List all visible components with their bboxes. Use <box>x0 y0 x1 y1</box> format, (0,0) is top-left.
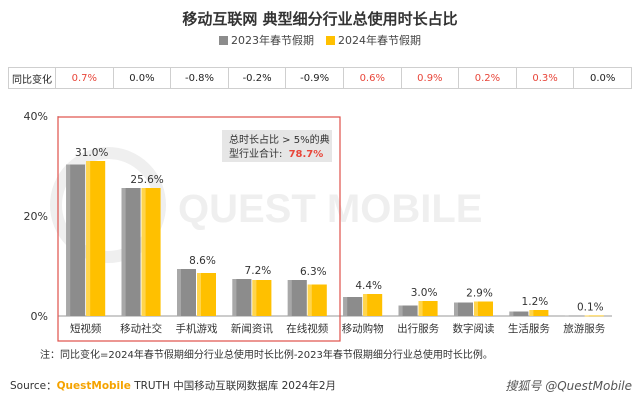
bar-2024 <box>474 301 493 316</box>
data-label: 8.6% <box>189 255 216 267</box>
source-line: Source：QuestMobile TRUTH 中国移动互联网数据库 2024… <box>10 378 336 393</box>
bar-2024-shade <box>363 294 368 316</box>
legend-item-2024: 2024年春节假期 <box>326 32 421 48</box>
data-label: 2.9% <box>466 288 493 300</box>
x-tick-label: 生活服务 <box>508 322 550 335</box>
legend-swatch-2024 <box>326 35 335 45</box>
callout-highlight: 78.7% <box>289 149 324 160</box>
x-tick-label: 移动社交 <box>120 322 162 335</box>
chart-title: 移动互联网 典型细分行业总使用时长占比 <box>182 10 458 28</box>
data-label: 4.4% <box>355 280 382 292</box>
data-label: 3.0% <box>411 287 438 299</box>
yoy-change-cell: 0.2% <box>458 67 517 89</box>
x-tick-label: 移动购物 <box>342 322 384 335</box>
bar-2024-shade <box>418 301 423 316</box>
y-tick-label: 40% <box>24 110 48 123</box>
legend-label-2023: 2023年春节假期 <box>231 34 314 47</box>
x-tick-label: 新闻资讯 <box>231 322 273 335</box>
legend-swatch-2023 <box>219 35 228 45</box>
bar-2024-shade <box>529 310 534 316</box>
legend-item-2023: 2023年春节假期 <box>219 32 314 48</box>
bar-2024 <box>86 161 106 316</box>
bar-2023 <box>232 279 252 316</box>
bar-2024 <box>363 294 383 316</box>
callout-box: 总时长占比 > 5%的典 型行业合计: 78.7% <box>222 130 332 162</box>
bar-2024-shade <box>86 161 91 316</box>
bar-2024 <box>584 315 604 317</box>
x-tick-label: 手机游戏 <box>176 322 218 335</box>
data-label: 31.0% <box>75 147 108 159</box>
data-label: 7.2% <box>245 265 272 277</box>
bar-2024-shade <box>197 273 201 316</box>
bar-2024 <box>418 301 438 316</box>
yoy-change-label: 同比变化 <box>8 67 56 89</box>
bar-2024-shade <box>252 280 257 316</box>
watermark: 搜狐号 @QuestMobile <box>505 379 632 393</box>
bar-2024-shade <box>307 284 312 316</box>
bar-2023-shade <box>343 297 348 316</box>
bar-2024 <box>197 273 216 316</box>
background-watermark: QUEST MOBILE <box>50 147 482 263</box>
bar-2023 <box>177 269 196 316</box>
yoy-change-cell: 0.7% <box>55 67 114 89</box>
data-label: 0.1% <box>577 302 604 314</box>
yoy-change-cell: 0.0% <box>573 67 632 89</box>
x-tick-label: 短视频 <box>70 322 102 335</box>
bar-2023-shade <box>66 164 71 316</box>
x-tick-label: 数字阅读 <box>453 322 495 335</box>
footnote: 注：同比变化=2024年春节假期细分行业总使用时长比例-2023年春节假期细分行… <box>40 350 493 361</box>
bar-2023-shade <box>177 269 181 316</box>
bar-2023 <box>564 315 584 317</box>
bar-2024 <box>141 188 161 316</box>
data-label: 25.6% <box>130 174 163 186</box>
legend-label-2024: 2024年春节假期 <box>338 34 421 47</box>
bar-2023 <box>287 280 307 316</box>
bar-2024 <box>252 280 272 316</box>
bar-2023-shade <box>287 280 292 316</box>
bar-2024-shade <box>584 315 589 317</box>
bar-2023-shade <box>398 305 403 316</box>
callout-line2: 型行业合计: 78.7% <box>229 147 323 160</box>
bar-2023 <box>509 311 529 316</box>
callout-line2-text: 型行业合计: <box>229 147 282 160</box>
source-text: TRUTH 中国移动互联网数据库 2024年2月 <box>130 380 336 392</box>
data-label: 1.2% <box>522 296 549 308</box>
chart-legend: 2023年春节假期 2024年春节假期 <box>0 32 640 48</box>
bar-2023 <box>343 297 363 316</box>
yoy-change-row: 同比变化 0.7% 0.0% -0.8% -0.2% -0.9% 0.6% 0.… <box>8 67 632 89</box>
y-tick-label: 0% <box>31 310 48 323</box>
bar-2023-shade <box>509 311 514 316</box>
x-tick-label: 旅游服务 <box>563 322 605 335</box>
x-tick-label: 出行服务 <box>397 322 439 335</box>
bar-2023-shade <box>454 302 458 316</box>
y-tick-label: 20% <box>24 210 48 223</box>
bar-2023-shade <box>121 188 126 316</box>
background-watermark-text: QUEST MOBILE <box>178 187 482 231</box>
source-prefix: Source： <box>10 380 57 392</box>
bar-2024 <box>529 310 549 316</box>
bar-2023 <box>121 188 141 316</box>
data-label: 6.3% <box>300 266 327 278</box>
bar-2023 <box>66 164 86 316</box>
highlight-box <box>57 116 341 342</box>
bar-2023-shade <box>232 279 237 316</box>
source-brand: QuestMobile <box>56 380 131 392</box>
yoy-change-table: 同比变化 0.7% 0.0% -0.8% -0.2% -0.9% 0.6% 0.… <box>8 67 632 89</box>
callout-line1: 总时长占比 > 5%的典 <box>229 133 330 146</box>
bar-2024-shade <box>474 301 478 316</box>
bar-2024-shade <box>141 188 146 316</box>
bar-2023 <box>398 305 418 316</box>
bar-2023-shade <box>564 315 569 317</box>
bar-2023 <box>454 302 473 316</box>
x-tick-label: 在线视频 <box>286 322 328 335</box>
bar-2024 <box>307 284 327 316</box>
yoy-change-cell: 0.3% <box>515 67 575 89</box>
